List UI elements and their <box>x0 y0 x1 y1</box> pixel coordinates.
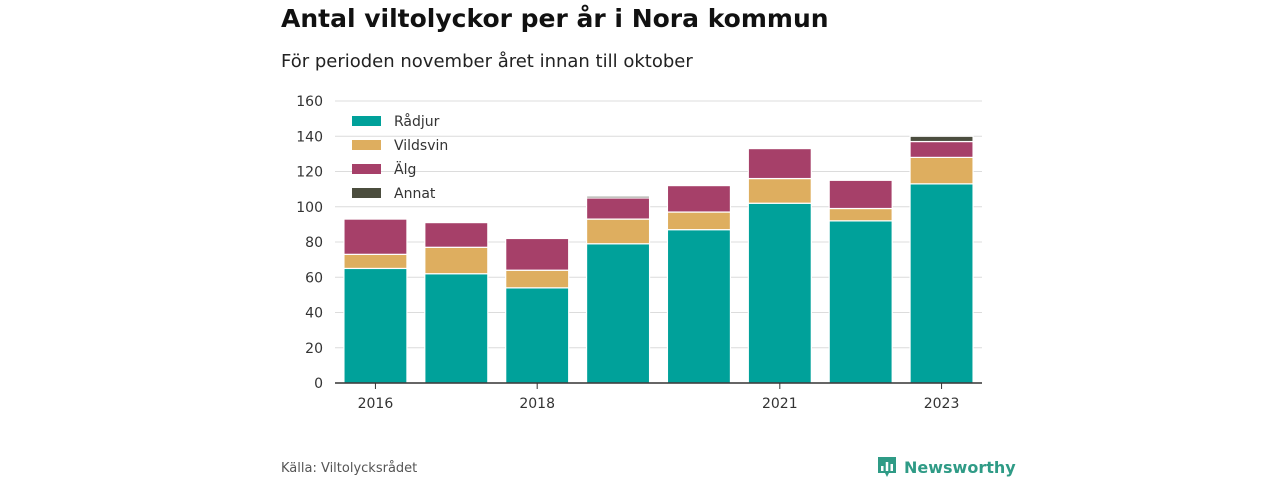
y-tick-label: 100 <box>296 200 323 216</box>
brand-name: Newsworthy <box>904 457 1016 477</box>
bar-segment <box>909 135 974 143</box>
y-tick-label: 120 <box>296 165 323 181</box>
chart-logo-icon <box>878 457 896 477</box>
legend-label: Vildsvin <box>394 138 448 154</box>
bar-segment <box>828 179 893 210</box>
brand-logo[interactable]: Newsworthy <box>876 455 1016 479</box>
legend-swatch <box>352 188 381 198</box>
bar-segment <box>424 222 489 248</box>
y-axis: 0 20 40 60 80 100 120 140 160 <box>296 94 323 392</box>
bar-segment <box>505 237 570 271</box>
bar-segment <box>585 243 651 384</box>
bar-segment <box>505 269 570 289</box>
source-note: Källa: Viltolycksrådet <box>281 461 418 476</box>
bar-segment <box>909 183 974 384</box>
y-tick-label: 60 <box>305 270 323 286</box>
y-tick-label: 20 <box>305 341 323 357</box>
y-tick-label: 0 <box>314 376 323 392</box>
legend-label: Älg <box>394 160 416 178</box>
bar-segment <box>424 246 489 275</box>
bar-segment <box>828 207 893 222</box>
bar-segment <box>909 156 974 185</box>
y-tick-label: 160 <box>296 94 323 110</box>
bar-segment <box>828 220 893 384</box>
bars <box>343 135 974 384</box>
bar-segment <box>585 218 651 245</box>
x-axis: 2016 2018 2021 2023 <box>335 382 982 412</box>
bar-segment <box>505 287 570 384</box>
x-tick-label: 2018 <box>519 396 555 412</box>
legend-swatch <box>352 164 381 174</box>
x-tick-label: 2023 <box>924 396 960 412</box>
chart-title: Antal viltolyckor per år i Nora kommun <box>281 4 829 33</box>
chart-subtitle: För perioden november året innan till ok… <box>281 51 693 72</box>
bar-segment <box>747 202 812 384</box>
bar-segment <box>666 185 732 213</box>
bar-segment <box>747 147 812 180</box>
bar-segment <box>747 177 812 204</box>
stacked-bar-chart: 0 20 40 60 80 100 120 140 160 2016 2018 2021 2023 R… <box>296 94 982 412</box>
bar-segment <box>343 253 408 270</box>
legend-label: Annat <box>394 186 436 202</box>
bar-segment <box>343 218 408 255</box>
y-tick-label: 80 <box>305 235 323 251</box>
legend-swatch <box>352 140 381 150</box>
x-tick-label: 2016 <box>358 396 394 412</box>
bar-segment <box>909 140 974 159</box>
legend: Rådjur Vildsvin Älg Annat <box>352 113 448 202</box>
bar-segment <box>343 267 408 384</box>
bar-segment <box>666 211 732 231</box>
y-tick-label: 140 <box>296 129 323 145</box>
legend-swatch <box>352 116 381 126</box>
bar-segment <box>666 229 732 384</box>
bar-segment <box>585 197 651 220</box>
bar-segment <box>585 195 651 199</box>
x-tick-label: 2021 <box>762 396 798 412</box>
bar-segment <box>424 273 489 384</box>
legend-label: Rådjur <box>394 113 440 130</box>
y-tick-label: 40 <box>305 306 323 322</box>
